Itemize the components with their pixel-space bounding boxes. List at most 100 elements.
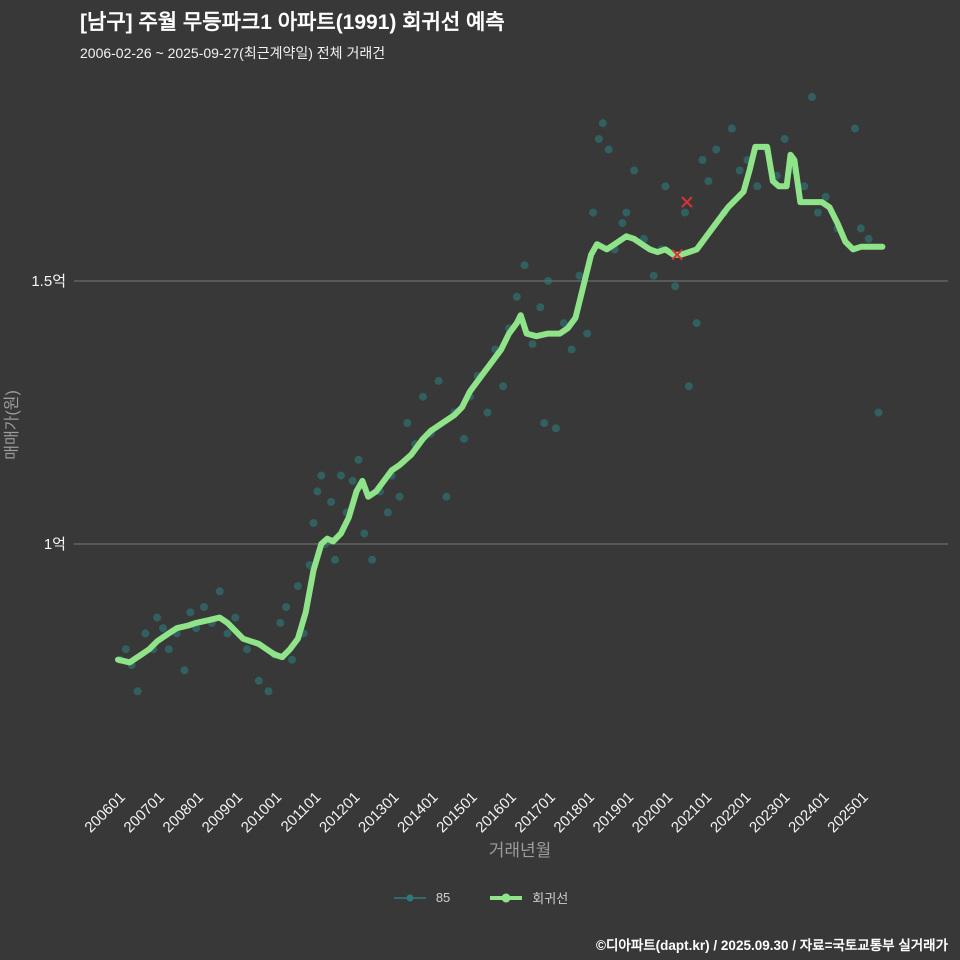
scatter-point (327, 497, 336, 506)
legend-label: 85 (435, 890, 451, 905)
scatter-point (753, 182, 762, 191)
x-axis-title: 거래년월 (489, 841, 552, 860)
x-tick-label: 201501 (433, 789, 480, 836)
scatter-point (512, 292, 521, 301)
outlier-layer (671, 196, 693, 261)
scatter-point (368, 555, 377, 564)
tick-layer: 2006012007012008012009012010012011012012… (81, 789, 871, 836)
scatter-point (536, 303, 545, 312)
scatter-point (851, 124, 859, 133)
page-subtitle: 2006-02-26 ~ 2025-09-27(최근계약일) 전체 거래건 (80, 45, 386, 62)
x-tick-label: 201001 (238, 789, 285, 836)
scatter-point (153, 613, 162, 622)
scatter-point (434, 376, 443, 385)
scatter-point (698, 156, 707, 164)
scatter-point (460, 434, 468, 443)
page-title: [남구] 주월 무등파크1 아파트(1991) 회귀선 예측 (80, 11, 505, 34)
scatter-point (567, 345, 576, 354)
scatter-point (528, 340, 537, 349)
legend-marker-icon (490, 893, 523, 902)
scatter-point (499, 382, 508, 391)
x-tick-label: 202201 (707, 789, 754, 836)
x-tick-label: 201101 (278, 789, 325, 836)
scatter-point (243, 645, 251, 654)
x-tick-label: 201301 (355, 789, 402, 836)
x-tick-label: 201801 (551, 789, 598, 836)
scatter-point (813, 208, 822, 217)
scatter-point (551, 424, 560, 433)
scatter-point (419, 392, 427, 401)
x-tick-label: 200901 (199, 789, 246, 836)
scatter-point (442, 492, 451, 501)
footer-credit: ©디아파트(dapt.kr) / 2025.09.30 / 자료=국토교통부 실… (596, 938, 948, 953)
scatter-point (598, 119, 607, 128)
x-tick-label: 200701 (121, 789, 168, 836)
outlier-x-icon (681, 196, 693, 208)
scatter-point (483, 408, 492, 417)
scatter-layer (116, 92, 883, 696)
y-axis-title: 매매가(원) (3, 390, 21, 460)
scatter-point (180, 666, 189, 675)
y-tick-label: 1억 (44, 536, 66, 553)
scatter-point (383, 508, 392, 517)
x-tick-label: 200601 (81, 789, 128, 836)
scatter-point (186, 608, 195, 617)
scatter-point (331, 555, 339, 564)
x-tick-label: 202001 (629, 789, 676, 836)
scatter-point (808, 92, 816, 101)
scatter-point (282, 603, 291, 612)
legend-marker-icon (393, 894, 426, 901)
scatter-point (141, 629, 150, 638)
scatter-point (575, 271, 584, 280)
scatter-point (671, 282, 680, 291)
scatter-point (622, 208, 631, 217)
scatter-point (661, 182, 670, 191)
legend-label: 회귀선 (532, 891, 569, 906)
chart-header: [남구] 주월 무등파크1 아파트(1991) 회귀선 예측 2006-02-2… (80, 10, 505, 63)
scatter-point (704, 177, 713, 186)
scatter-point (559, 319, 568, 328)
scatter-point (594, 135, 603, 143)
legend-item: 85 (392, 890, 450, 905)
scatter-point (309, 519, 318, 527)
scatter-point (293, 582, 302, 591)
scatter-point (223, 629, 232, 638)
scatter-point (583, 329, 592, 338)
outlier-x-icon (671, 248, 683, 261)
scatter-point (520, 261, 529, 270)
x-tick-label: 202401 (785, 789, 832, 836)
y-tick-label: 1.5억 (31, 273, 66, 290)
scatter-point (159, 624, 167, 633)
scatter-point (164, 645, 173, 654)
scatter-point (360, 529, 369, 538)
scatter-point (215, 587, 224, 596)
scatter-point (121, 645, 130, 654)
scatter-point (336, 471, 345, 480)
scatter-point (727, 124, 736, 133)
legend: 85 회귀선 (0, 888, 960, 907)
legend-item: 회귀선 (488, 888, 568, 907)
scatter-point (712, 145, 721, 154)
scatter-point (348, 476, 357, 485)
x-tick-label: 201901 (590, 789, 637, 836)
scatter-point (395, 492, 404, 501)
scatter-point (288, 655, 296, 664)
scatter-point (692, 319, 701, 328)
scatter-point (618, 219, 627, 228)
x-tick-label: 201601 (472, 789, 519, 836)
grid-layer: 1.5억 1억 (31, 273, 948, 553)
x-tick-label: 202101 (668, 789, 715, 836)
scatter-point (403, 419, 412, 427)
x-tick-label: 202501 (824, 789, 871, 836)
scatter-point (231, 613, 240, 622)
x-tick-label: 201701 (512, 789, 559, 836)
scatter-point (589, 208, 598, 217)
scatter-point (780, 135, 789, 143)
scatter-point (264, 687, 273, 696)
scatter-point (540, 419, 549, 427)
line-layer (115, 143, 886, 666)
x-tick-label: 200801 (160, 789, 207, 836)
x-tick-label: 202301 (746, 789, 793, 836)
scatter-point (133, 687, 142, 696)
